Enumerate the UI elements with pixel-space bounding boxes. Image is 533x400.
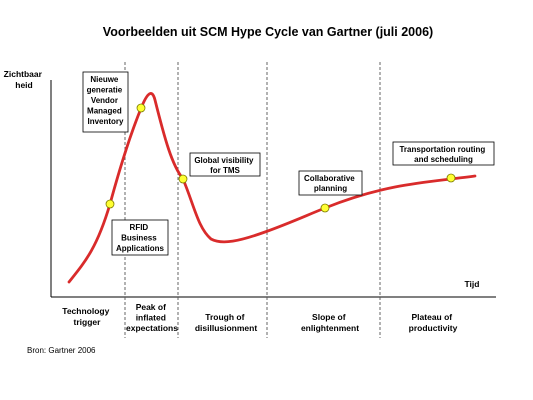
phase-label-technology-trigger: Technology trigger [62, 306, 111, 327]
y-axis-label-line-1: Zichtbaar [4, 69, 43, 79]
phase-5-line-2: productivity [409, 323, 458, 333]
tech-label-box-collaborative [298, 170, 363, 196]
phase-2-line-2: inflated [136, 313, 166, 323]
tech-vmi-line-3: Vendor [91, 96, 118, 105]
tech-label-text-collaborative: Collaborative planning [304, 174, 357, 193]
tech-vmi-line-2: generatie [87, 86, 123, 95]
tech-label-box-global-visibility [189, 152, 261, 177]
tech-label-rfid: RFID Business Applications [111, 219, 169, 256]
phase-4-line-1: Slope of [312, 312, 346, 322]
y-axis-label: Zichtbaar heid [4, 69, 45, 90]
marker-transportation [446, 173, 456, 183]
curve-markers [105, 103, 456, 213]
phase-2-line-1: Peak of [136, 302, 166, 312]
tech-label-text-transportation: Transportation routing and scheduling [399, 145, 487, 164]
phase-5-line-1: Plateau of [412, 312, 453, 322]
tech-rfid-line-3: Applications [116, 244, 165, 253]
tech-gv-line-1: Global visibility [194, 156, 254, 165]
tech-vmi-line-1: Nieuwe [90, 75, 119, 84]
source-note: Bron: Gartner 2006 [27, 346, 96, 355]
marker-global-visibility [178, 174, 188, 184]
phase-4-line-2: enlightenment [301, 323, 359, 333]
phase-3-line-2: disillusionment [195, 323, 258, 333]
diagram-title: Voorbeelden uit SCM Hype Cycle van Gartn… [103, 25, 433, 39]
tech-label-text-rfid: RFID Business Applications [116, 223, 165, 253]
x-axis-label: Tijd [465, 279, 480, 289]
marker-collaborative [320, 203, 330, 213]
tech-collab-line-1: Collaborative [304, 174, 355, 183]
tech-rfid-line-1: RFID [130, 223, 149, 232]
tech-label-collaborative: Collaborative planning [298, 170, 363, 196]
tech-label-vmi: Nieuwe generatie Vendor Managed Inventor… [82, 71, 129, 133]
tech-label-box-vmi [82, 71, 129, 133]
hype-curve [67, 92, 477, 284]
phase-label-peak: Peak of inflated expectations [126, 302, 178, 333]
marker-rfid [105, 199, 115, 209]
tech-label-box-transportation [392, 141, 495, 166]
tech-trans-line-1: Transportation routing [399, 145, 485, 154]
tech-vmi-line-5: Inventory [87, 117, 124, 126]
phase-label-plateau: Plateau of productivity [409, 312, 458, 333]
tech-vmi-line-4: Managed [87, 107, 122, 116]
tech-label-text-vmi: Nieuwe generatie Vendor Managed Inventor… [87, 75, 125, 126]
tech-collab-line-2: planning [314, 184, 347, 193]
tech-rfid-line-2: Business [121, 234, 157, 243]
tech-gv-line-2: for TMS [210, 166, 240, 175]
tech-label-text-global-visibility: Global visibility for TMS [194, 156, 255, 175]
phase-1-line-1: Technology [62, 306, 109, 316]
tech-trans-line-2: and scheduling [414, 155, 473, 164]
y-axis-label-line-2: heid [15, 80, 32, 90]
tech-label-global-visibility: Global visibility for TMS [189, 152, 261, 177]
phase-label-trough: Trough of disillusionment [195, 312, 258, 333]
tech-label-transportation: Transportation routing and scheduling [392, 141, 495, 166]
phase-1-line-2: trigger [74, 317, 102, 327]
phase-label-slope: Slope of enlightenment [301, 312, 359, 333]
tech-label-box-rfid [111, 219, 169, 256]
phase-3-line-1: Trough of [205, 312, 244, 322]
marker-vmi [136, 103, 146, 113]
phase-2-line-3: expectations [126, 323, 178, 333]
